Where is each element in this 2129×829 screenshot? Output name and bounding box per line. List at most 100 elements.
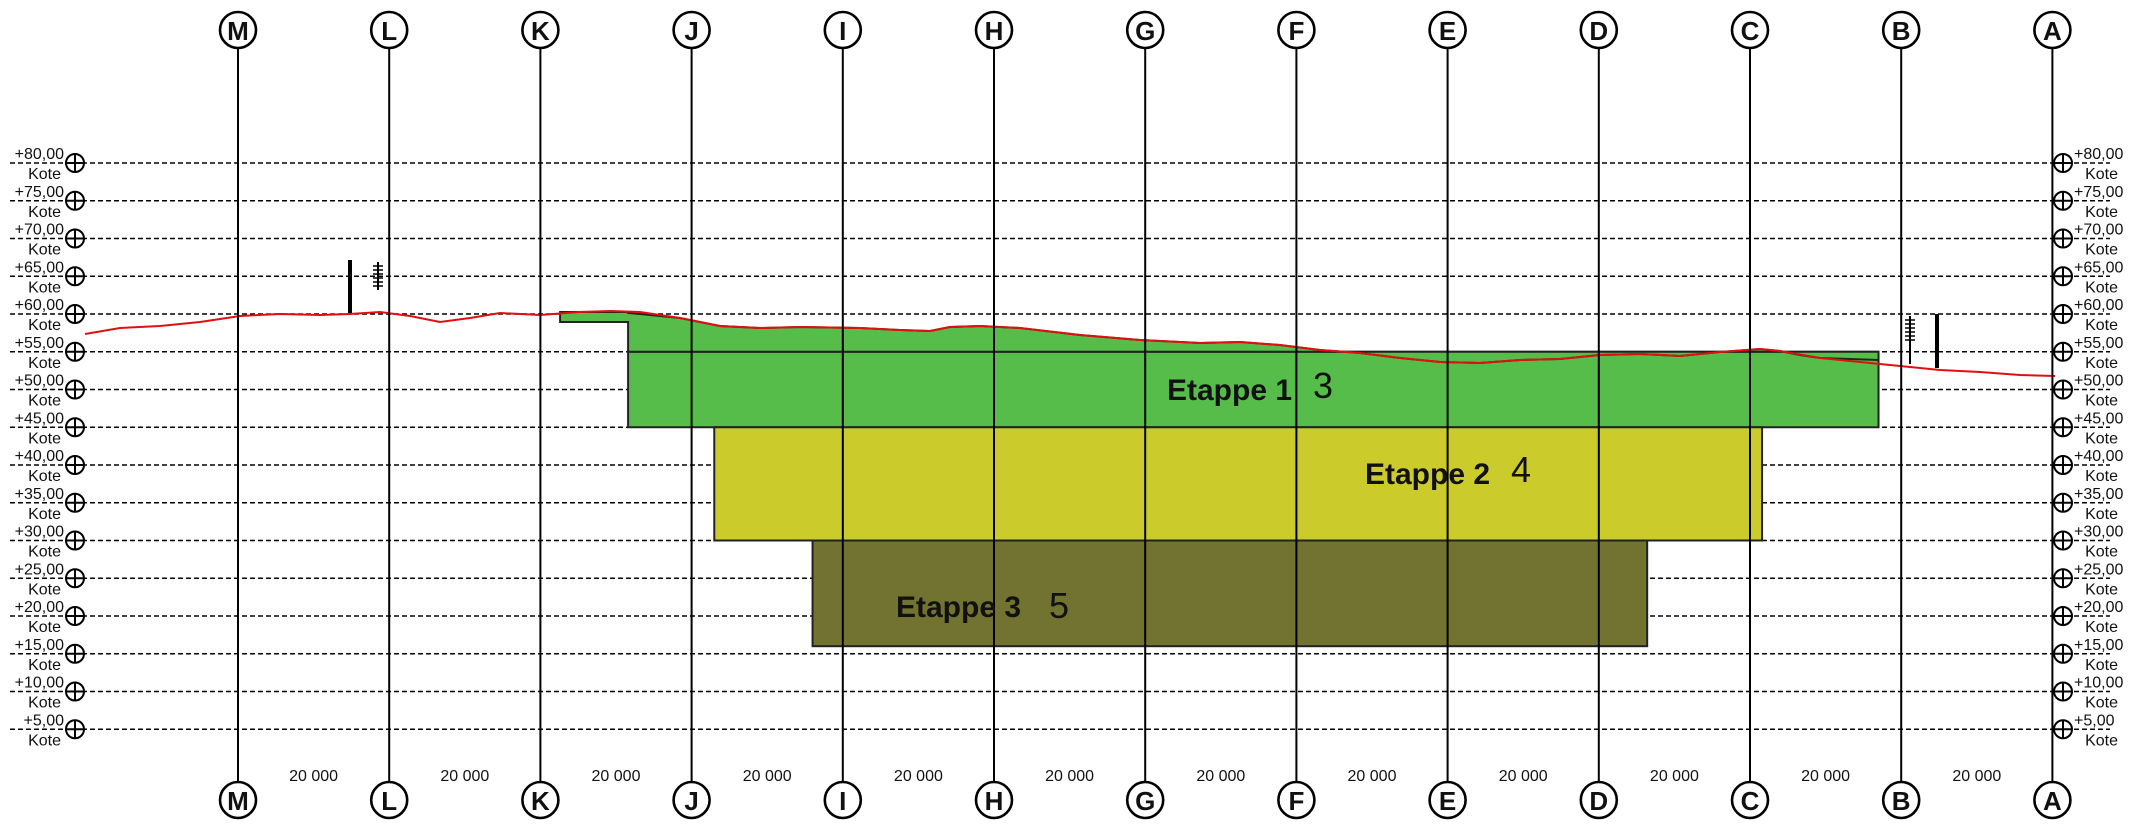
stage-overlay-number-1: 3 (1313, 365, 1333, 406)
level-name-left: Kote (28, 619, 61, 636)
axis-label-bottom: C (1741, 786, 1760, 816)
level-name-right: Kote (2085, 732, 2118, 749)
level-value-left: +65,00 (15, 259, 64, 276)
level-name-left: Kote (28, 732, 61, 749)
level-name-right: Kote (2085, 393, 2118, 410)
level-name-right: Kote (2085, 204, 2118, 221)
level-value-left: +5,00 (24, 712, 65, 729)
level-value-left: +25,00 (15, 561, 64, 578)
level-name-right: Kote (2085, 544, 2118, 561)
construction-stages (560, 312, 1878, 646)
axis-label-bottom: D (1589, 786, 1608, 816)
stage-block-2 (714, 427, 1762, 540)
span-dimension: 20 000 (592, 768, 641, 785)
level-value-left: +40,00 (15, 448, 64, 465)
level-name-left: Kote (28, 695, 61, 712)
level-name-right: Kote (2085, 430, 2118, 447)
axis-label-top: C (1741, 16, 1760, 46)
level-value-right: +55,00 (2074, 335, 2123, 352)
axis-label-top: A (2043, 16, 2062, 46)
stage-overlay-number-2: 4 (1511, 449, 1531, 490)
axis-label-top: D (1589, 16, 1608, 46)
span-dimension: 20 000 (1196, 768, 1245, 785)
level-value-right: +35,00 (2074, 486, 2123, 503)
axis-label-top: G (1135, 16, 1155, 46)
level-name-left: Kote (28, 657, 61, 674)
level-name-right: Kote (2085, 355, 2118, 372)
level-value-right: +70,00 (2074, 222, 2123, 239)
stage-label-3: Etappe 3 (896, 591, 1021, 624)
axis-label-bottom: M (227, 786, 249, 816)
span-dimension: 20 000 (289, 768, 338, 785)
axis-label-bottom: I (839, 786, 846, 816)
stage-label-1: Etappe 1 (1167, 374, 1292, 407)
level-name-right: Kote (2085, 279, 2118, 296)
axis-label-top: J (684, 16, 698, 46)
level-value-right: +5,00 (2074, 712, 2115, 729)
span-dimension: 20 000 (1499, 768, 1548, 785)
level-value-left: +20,00 (15, 599, 64, 616)
axis-label-bottom: H (985, 786, 1004, 816)
level-name-right: Kote (2085, 657, 2118, 674)
level-value-left: +45,00 (15, 410, 64, 427)
span-dimension: 20 000 (894, 768, 943, 785)
level-name-left: Kote (28, 355, 61, 372)
stage-overlay-number-3: 5 (1049, 585, 1069, 626)
level-value-left: +75,00 (15, 184, 64, 201)
level-name-right: Kote (2085, 242, 2118, 259)
axis-label-top: H (985, 16, 1004, 46)
level-name-right: Kote (2085, 317, 2118, 334)
level-value-right: +75,00 (2074, 184, 2123, 201)
level-name-right: Kote (2085, 506, 2118, 523)
axis-label-top: I (839, 16, 846, 46)
level-name-right: Kote (2085, 581, 2118, 598)
level-value-right: +10,00 (2074, 675, 2123, 692)
level-value-left: +35,00 (15, 486, 64, 503)
level-name-left: Kote (28, 242, 61, 259)
level-value-left: +30,00 (15, 524, 64, 541)
level-name-left: Kote (28, 166, 61, 183)
span-dimension: 20 000 (1801, 768, 1850, 785)
span-dimension: 20 000 (1045, 768, 1094, 785)
level-value-right: +45,00 (2074, 410, 2123, 427)
level-name-right: Kote (2085, 619, 2118, 636)
level-name-right: Kote (2085, 468, 2118, 485)
axis-label-bottom: E (1439, 786, 1456, 816)
level-value-right: +60,00 (2074, 297, 2123, 314)
span-dimension: 20 000 (1650, 768, 1699, 785)
level-name-left: Kote (28, 204, 61, 221)
level-name-right: Kote (2085, 695, 2118, 712)
span-dimension: 20 000 (440, 768, 489, 785)
axis-label-top: K (531, 16, 550, 46)
axis-label-top: B (1892, 16, 1911, 46)
level-name-left: Kote (28, 581, 61, 598)
level-value-left: +10,00 (15, 675, 64, 692)
axis-label-top: E (1439, 16, 1456, 46)
axis-label-top: M (227, 16, 249, 46)
axis-label-bottom: K (531, 786, 550, 816)
axis-label-bottom: L (381, 786, 397, 816)
level-value-left: +70,00 (15, 222, 64, 239)
axis-label-bottom: B (1892, 786, 1911, 816)
level-value-right: +50,00 (2074, 373, 2123, 390)
level-value-right: +80,00 (2074, 146, 2123, 163)
level-value-right: +15,00 (2074, 637, 2123, 654)
span-dimension: 20 000 (1952, 768, 2001, 785)
level-value-left: +50,00 (15, 373, 64, 390)
level-name-left: Kote (28, 430, 61, 447)
axis-label-top: F (1288, 16, 1304, 46)
axis-label-bottom: A (2043, 786, 2062, 816)
level-name-left: Kote (28, 544, 61, 561)
span-dimension: 20 000 (743, 768, 792, 785)
level-name-right: Kote (2085, 166, 2118, 183)
level-value-left: +60,00 (15, 297, 64, 314)
level-name-left: Kote (28, 506, 61, 523)
level-value-right: +65,00 (2074, 259, 2123, 276)
stage-label-2: Etappe 2 (1365, 458, 1490, 491)
level-value-left: +55,00 (15, 335, 64, 352)
level-value-right: +20,00 (2074, 599, 2123, 616)
level-name-left: Kote (28, 468, 61, 485)
level-name-left: Kote (28, 393, 61, 410)
